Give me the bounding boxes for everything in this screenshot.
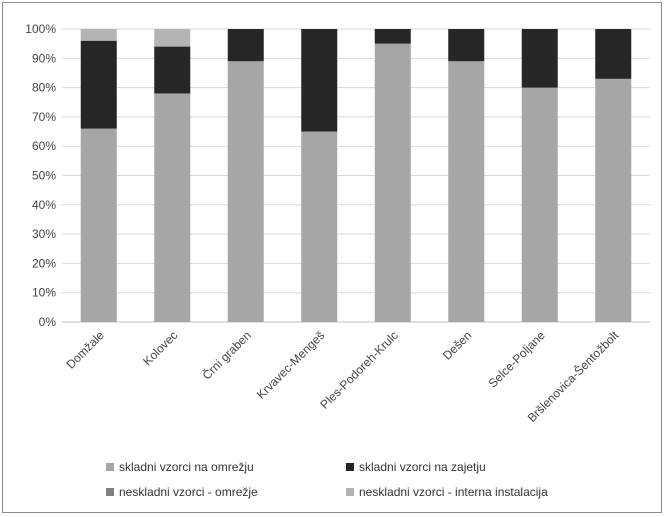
y-tick-label: 60% <box>32 139 56 153</box>
bar-segment <box>227 61 264 322</box>
bar-segment <box>595 78 632 322</box>
y-tick-label: 30% <box>32 227 56 241</box>
bar-segment <box>595 29 632 79</box>
y-tick-label: 40% <box>32 198 56 212</box>
bar-segment <box>448 29 485 62</box>
y-tick-label: 50% <box>32 169 56 183</box>
bar-segment <box>301 29 338 132</box>
x-tick-label: Dešen <box>440 328 474 362</box>
bar-segment <box>301 131 338 322</box>
y-tick-label: 100% <box>25 22 56 36</box>
legend-label: skladni vzorci na omrežju <box>119 460 254 474</box>
y-tick-label: 10% <box>32 286 56 300</box>
bar-segment <box>227 29 264 62</box>
y-tick-label: 20% <box>32 256 56 270</box>
bar-segment <box>154 46 191 94</box>
legend-label: neskladni vzorci - interna instalacija <box>359 485 548 499</box>
x-tick-label: Ples-Podoreh-Krulc <box>317 328 400 411</box>
y-tick-label: 0% <box>39 315 57 329</box>
legend-swatch <box>346 488 354 496</box>
bar-segment <box>521 29 558 88</box>
bar-segment <box>374 29 411 44</box>
y-tick-label: 80% <box>32 81 56 95</box>
legend-swatch <box>106 488 114 496</box>
bar-segment <box>80 40 117 129</box>
bar-segment <box>80 128 117 322</box>
legend-swatch <box>346 463 354 471</box>
bar-segment <box>521 87 558 322</box>
y-tick-label: 70% <box>32 110 56 124</box>
bar-segment <box>154 93 191 323</box>
legend-swatch <box>106 463 114 471</box>
legend-label: skladni vzorci na zajetju <box>359 460 486 474</box>
bar-segment <box>374 43 411 323</box>
x-tick-label: Kolovec <box>140 328 180 368</box>
bar-segment <box>80 29 117 41</box>
x-tick-label: Selce-Poljane <box>486 328 548 390</box>
x-tick-label: Krvavec-Mengeš <box>254 328 328 402</box>
x-tick-label: Črni graben <box>199 328 254 383</box>
bar-segment <box>154 29 191 47</box>
bar-segment <box>448 61 485 322</box>
x-tick-label: Domžale <box>63 328 107 372</box>
legend-label: neskladni vzorci - omrežje <box>119 485 258 499</box>
y-tick-label: 90% <box>32 51 56 65</box>
